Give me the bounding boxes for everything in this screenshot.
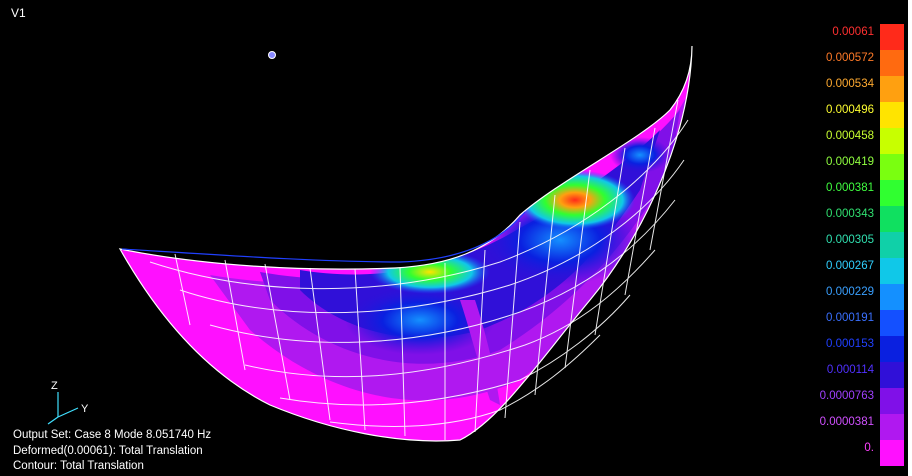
legend-entry: 0.00061 xyxy=(812,24,906,50)
output-set-text: Output Set: Case 8 Mode 8.051740 Hz xyxy=(13,429,212,441)
contour-text: Contour: Total Translation xyxy=(13,460,144,472)
legend-swatch xyxy=(880,50,904,76)
legend-swatch xyxy=(880,206,904,232)
legend-entry: 0.000229 xyxy=(812,284,906,310)
legend-swatch xyxy=(880,102,904,128)
legend-label: 0. xyxy=(864,442,874,454)
deformed-contour-model[interactable] xyxy=(0,0,820,476)
legend-entry: 0.000153 xyxy=(812,336,906,362)
legend-label: 0.000458 xyxy=(826,130,874,142)
legend-entry: 0.0000381 xyxy=(812,414,906,440)
legend-entry: 0.000267 xyxy=(812,258,906,284)
triad-y-label: Y xyxy=(81,403,89,415)
legend-entry: 0.000191 xyxy=(812,310,906,336)
legend-label: 0.000534 xyxy=(826,78,874,90)
legend-label: 0.0000763 xyxy=(819,390,874,402)
legend-entry: 0.000114 xyxy=(812,362,906,388)
legend-label: 0.0000381 xyxy=(819,416,874,428)
legend-swatch xyxy=(880,284,904,310)
legend-swatch xyxy=(880,180,904,206)
legend-swatch xyxy=(880,362,904,388)
legend-label: 0.000153 xyxy=(826,338,874,350)
legend-entry: 0.000419 xyxy=(812,154,906,180)
triad-z-label: Z xyxy=(51,380,58,392)
legend-label: 0.000305 xyxy=(826,234,874,246)
legend-entry: 0.000496 xyxy=(812,102,906,128)
legend-swatch xyxy=(880,336,904,362)
legend-label: 0.000572 xyxy=(826,52,874,64)
legend-label: 0.000267 xyxy=(826,260,874,272)
node-marker xyxy=(268,51,276,59)
coordinate-triad: Z Y xyxy=(47,380,89,425)
legend-swatch xyxy=(880,310,904,336)
legend-entry: 0.000305 xyxy=(812,232,906,258)
legend-label: 0.000229 xyxy=(826,286,874,298)
legend-entry: 0.000572 xyxy=(812,50,906,76)
viewport-title: V1 xyxy=(11,6,26,20)
legend-swatch xyxy=(880,258,904,284)
legend-label: 0.000496 xyxy=(826,104,874,116)
status-text: Output Set: Case 8 Mode 8.051740 Hz Defo… xyxy=(13,428,211,475)
legend-entry: 0.000343 xyxy=(812,206,906,232)
legend-swatch xyxy=(880,232,904,258)
deformed-text: Deformed(0.00061): Total Translation xyxy=(13,444,203,457)
legend-swatch xyxy=(880,76,904,102)
legend-entry: 0.000381 xyxy=(812,180,906,206)
legend-entry: 0.000534 xyxy=(812,76,906,102)
legend-swatch xyxy=(880,440,904,466)
legend-label: 0.000191 xyxy=(826,312,874,324)
legend-label: 0.000419 xyxy=(826,156,874,168)
legend-swatch xyxy=(880,24,904,50)
legend-swatch xyxy=(880,128,904,154)
legend-label: 0.000381 xyxy=(826,182,874,194)
legend-entry: 0. xyxy=(812,440,906,466)
legend-entry: 0.0000763 xyxy=(812,388,906,414)
legend-label: 0.00061 xyxy=(832,26,874,38)
legend-swatch xyxy=(880,388,904,414)
legend-label: 0.000114 xyxy=(826,364,874,376)
legend-swatch xyxy=(880,414,904,440)
legend-label: 0.000343 xyxy=(826,208,874,220)
contour-legend: 0.00061 0.000572 0.000534 0.000496 0.000458 0… xyxy=(812,24,912,472)
legend-entry: 0.000458 xyxy=(812,128,906,154)
legend-swatch xyxy=(880,154,904,180)
undeformed-outline xyxy=(121,211,526,263)
